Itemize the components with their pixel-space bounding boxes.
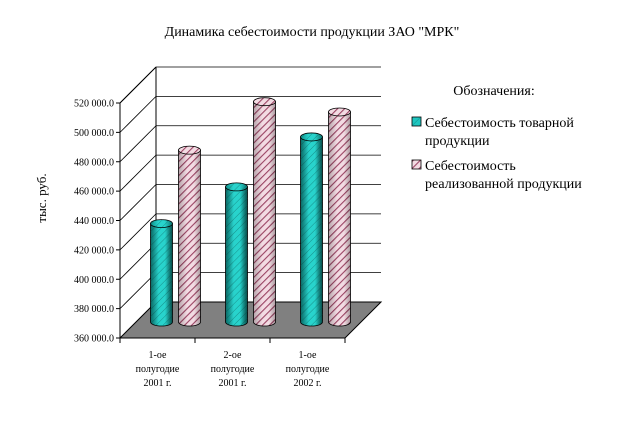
gridline-side-1: [119, 272, 157, 309]
gridline-side-7: [119, 96, 157, 133]
category-label-1-line-2: полугодие: [136, 364, 180, 375]
y-tick-label-3: 420 000.0: [74, 245, 114, 256]
legend-label-series-2-line-1: Себестоимость: [425, 159, 516, 174]
legend-label-series-1-line-2: продукции: [425, 134, 490, 149]
y-tick-label-6: 480 000.0: [74, 157, 114, 168]
category-label-3-line-2: полугодие: [286, 364, 330, 375]
gridline-side-4: [119, 184, 157, 221]
category-label-1-line-3: 2001 г.: [144, 378, 172, 389]
y-tick-label-2: 400 000.0: [74, 275, 114, 286]
bar-series-2-category-2: [253, 97, 276, 327]
bar-series-1-category-1: [150, 219, 173, 327]
legend-swatch-series-2: [411, 159, 422, 170]
bar-series-1-category-3: [300, 132, 323, 327]
plot-area: 360 000.0 380 000.0 400 000.0 420 000.0 440 …: [74, 66, 383, 389]
y-tick-label-5: 460 000.0: [74, 187, 114, 198]
y-tick-label-7: 500 000.0: [74, 128, 114, 139]
gridline-side-6: [119, 125, 157, 163]
bar-series-2-category-1: [178, 145, 201, 327]
category-label-2-line-1: 2-ое: [224, 350, 242, 361]
gridline-side-5: [119, 154, 157, 192]
gridline-side-8: [119, 66, 157, 104]
legend-label-series-1-line-1: Себестоимость товарной: [425, 116, 574, 131]
chart-title: Динамика себестоимости продукции ЗАО "МР…: [165, 25, 460, 40]
legend: Обозначения: Себестоимость товарной прод…: [411, 84, 582, 192]
y-tick-label-8: 520 000.0: [74, 99, 114, 110]
category-label-2-line-3: 2001 г.: [219, 378, 247, 389]
y-tick-label-0: 360 000.0: [74, 334, 114, 345]
gridline-side-2: [119, 242, 157, 280]
bar-series-2-category-3: [328, 107, 351, 327]
y-axis-label: тыс. руб.: [34, 173, 49, 222]
category-label-3-line-3: 2002 г.: [294, 378, 322, 389]
category-label-1-line-1: 1-ое: [149, 350, 167, 361]
category-label-2-line-2: полугодие: [211, 364, 255, 375]
legend-title: Обозначения:: [453, 84, 534, 99]
category-label-3-line-1: 1-ое: [299, 350, 317, 361]
y-tick-label-1: 380 000.0: [74, 304, 114, 315]
bar-series-1-category-2: [225, 182, 248, 327]
y-tick-label-4: 440 000.0: [74, 216, 114, 227]
gridline-side-3: [119, 213, 157, 251]
legend-label-series-2-line-2: реализованной продукции: [425, 177, 582, 192]
